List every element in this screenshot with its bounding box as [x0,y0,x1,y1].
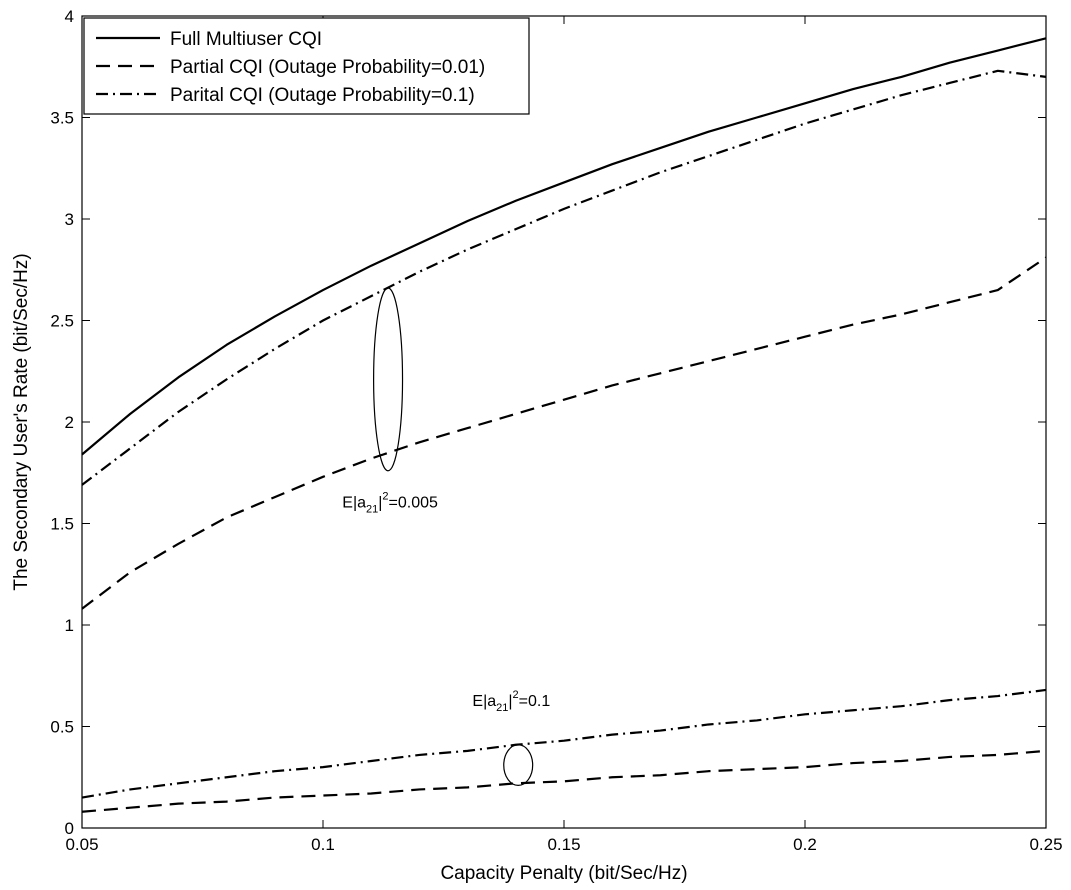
series-line-2 [81,256,1047,610]
y-tick-label: 3 [65,210,74,229]
y-tick-label: 3.5 [50,109,74,128]
axis-ticks: 0.05 0.1 0.15 0.2 0.25 0 0.5 1 1.5 2 2.5 3 3.5 4 [50,7,1062,854]
x-tick-label: 0.2 [793,835,817,854]
annotation-ellipse-2 [503,744,534,786]
y-tick-label: 2.5 [50,312,74,331]
annotations: E|a21|2=0.005 E|a21|2=0.1 [342,287,550,786]
y-tick-label: 1.5 [50,515,74,534]
series-line-5 [81,688,1047,799]
y-tick-label: 1 [65,616,74,635]
series-line-4 [81,749,1047,813]
y-tick-label: 0 [65,819,74,838]
x-tick-label: 0.15 [547,835,580,854]
legend: Full Multiuser CQI Partial CQI (Outage Pr… [83,17,530,115]
legend-box [83,17,530,115]
annotation-ellipse-1 [373,287,404,472]
series-line-1 [81,37,1047,456]
y-tick-label: 4 [65,7,74,26]
annotation-label-1: E|a21|2=0.005 [342,490,438,515]
legend-entry-3: Parital CQI (Outage Probability=0.1) [170,85,475,106]
x-tick-label: 0.1 [311,835,335,854]
x-tick-label: 0.25 [1029,835,1062,854]
y-tick-label: 0.5 [50,718,74,737]
y-axis-label: The Secondary User's Rate (bit/Sec/Hz) [11,253,32,590]
legend-entry-1: Full Multiuser CQI [170,29,322,50]
legend-entry-2: Partial CQI (Outage Probability=0.01) [170,57,485,78]
y-tick-label: 2 [65,413,74,432]
x-axis-label: Capacity Penalty (bit/Sec/Hz) [440,863,687,884]
series-line-3 [81,69,1047,486]
x-tick-label: 0.05 [65,835,98,854]
annotation-label-2: E|a21|2=0.1 [472,689,550,714]
series-layer [81,37,1047,813]
